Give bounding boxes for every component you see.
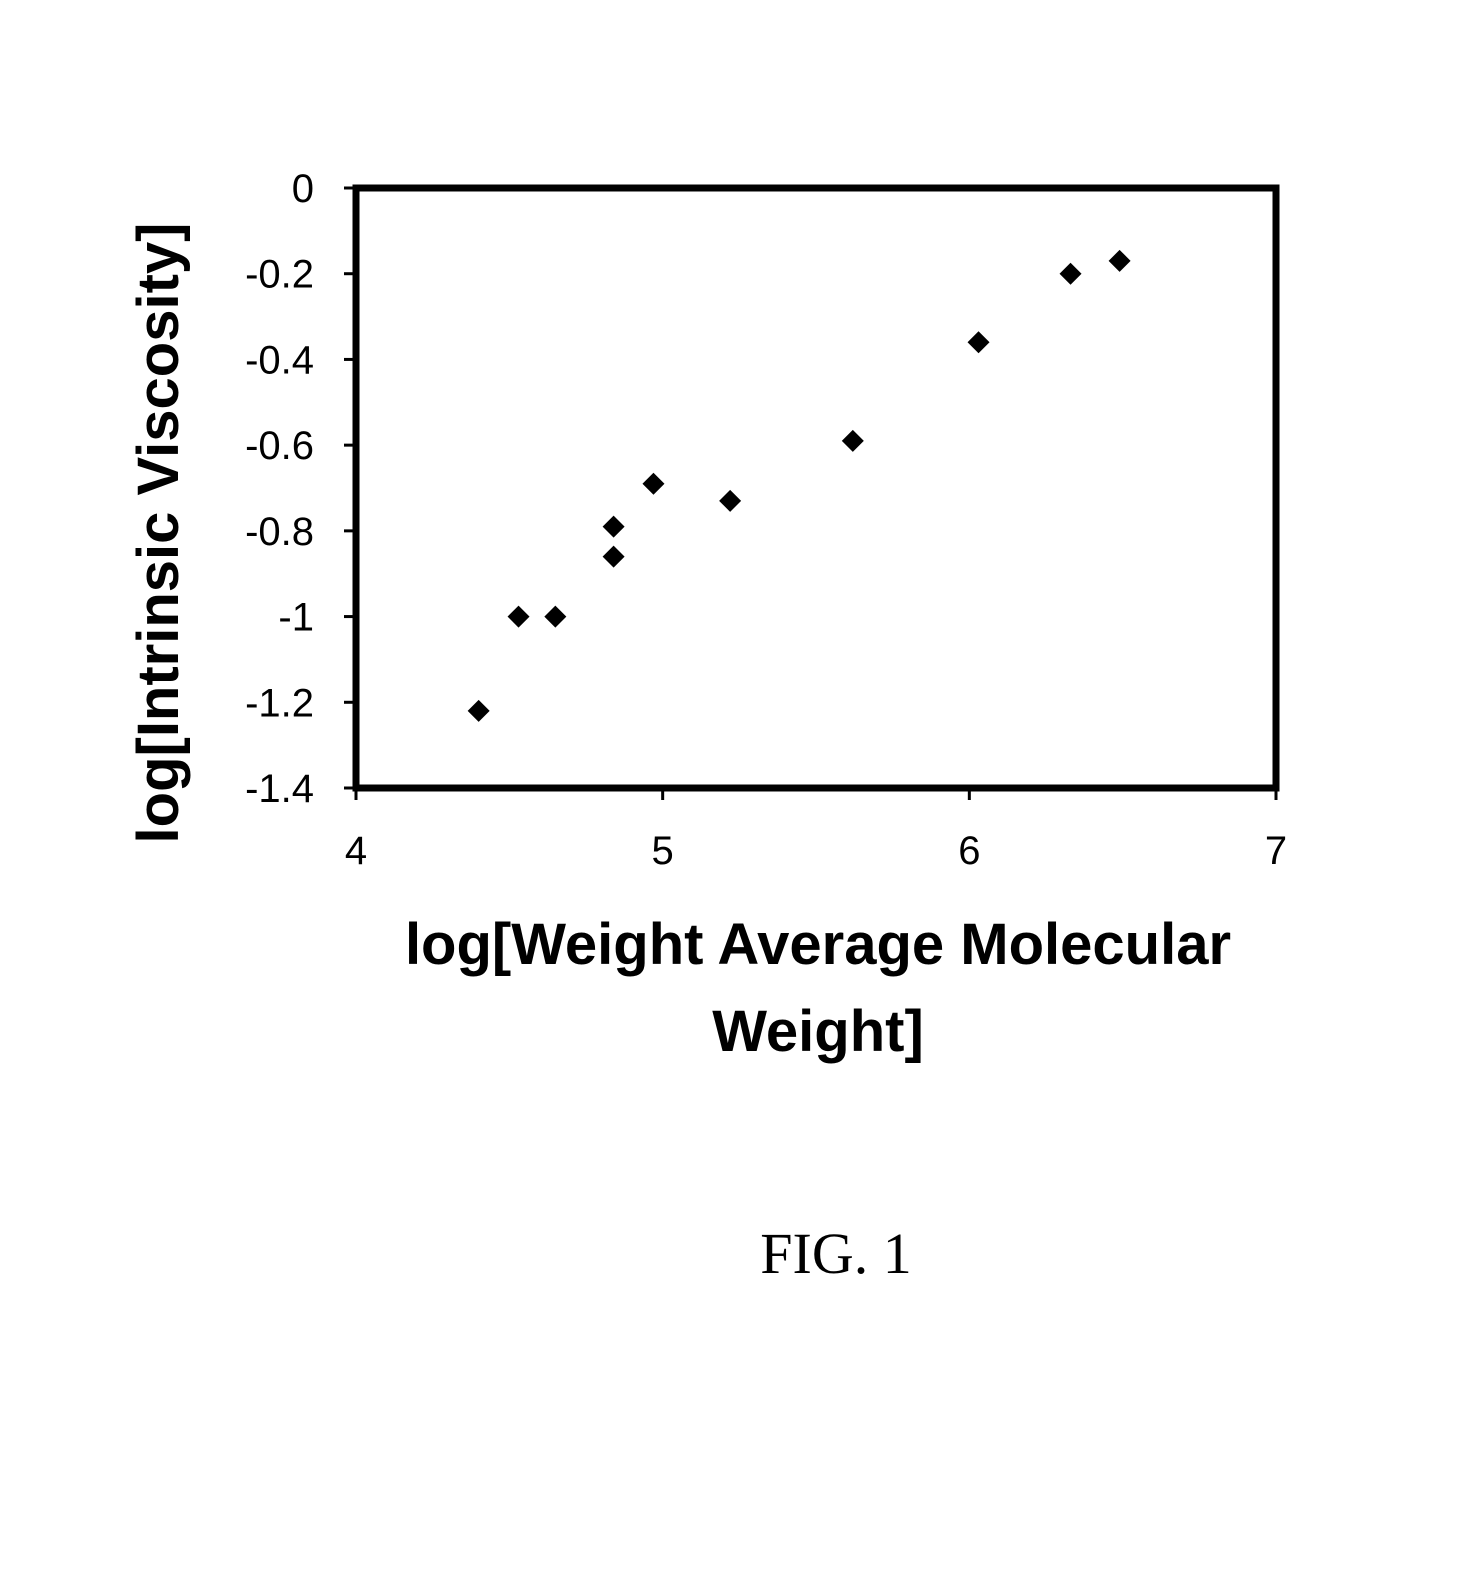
x-tick-label: 7 xyxy=(1265,829,1287,873)
y-tick-label: -1.2 xyxy=(245,681,314,725)
data-point xyxy=(468,700,490,722)
y-tick-label: -0.4 xyxy=(245,338,314,382)
y-axis-ticks: 0 -0.2 -0.4 -0.6 -0.8 -1 -1.2 -1.4 xyxy=(245,167,356,811)
figure-caption: FIG. 1 xyxy=(760,1221,911,1286)
y-tick-label: -0.8 xyxy=(245,510,314,554)
y-tick-label: 0 xyxy=(292,167,314,211)
data-point xyxy=(1109,250,1131,272)
x-axis-title-line-1: log[Weight Average Molecular xyxy=(405,912,1231,977)
data-point xyxy=(603,546,625,568)
data-point xyxy=(968,331,990,353)
data-point xyxy=(544,606,566,628)
y-tick-label: -1 xyxy=(278,596,314,640)
data-point xyxy=(1060,263,1082,285)
data-point xyxy=(603,516,625,538)
plot-frame xyxy=(356,188,1276,788)
data-point xyxy=(642,473,664,495)
data-points xyxy=(468,250,1131,722)
y-tick-label: -0.2 xyxy=(245,253,314,297)
x-tick-label: 4 xyxy=(345,829,367,873)
y-tick-label: -1.4 xyxy=(245,767,314,811)
data-point xyxy=(719,490,741,512)
x-axis-title-line-2: Weight] xyxy=(712,999,924,1064)
data-point xyxy=(508,606,530,628)
x-axis-ticks: 4 5 6 7 xyxy=(345,788,1287,873)
x-tick-label: 5 xyxy=(652,829,674,873)
data-point xyxy=(842,430,864,452)
x-tick-label: 6 xyxy=(958,829,980,873)
y-tick-label: -0.6 xyxy=(245,424,314,468)
y-axis-title: log[Intrinsic Viscosity] xyxy=(126,223,191,844)
